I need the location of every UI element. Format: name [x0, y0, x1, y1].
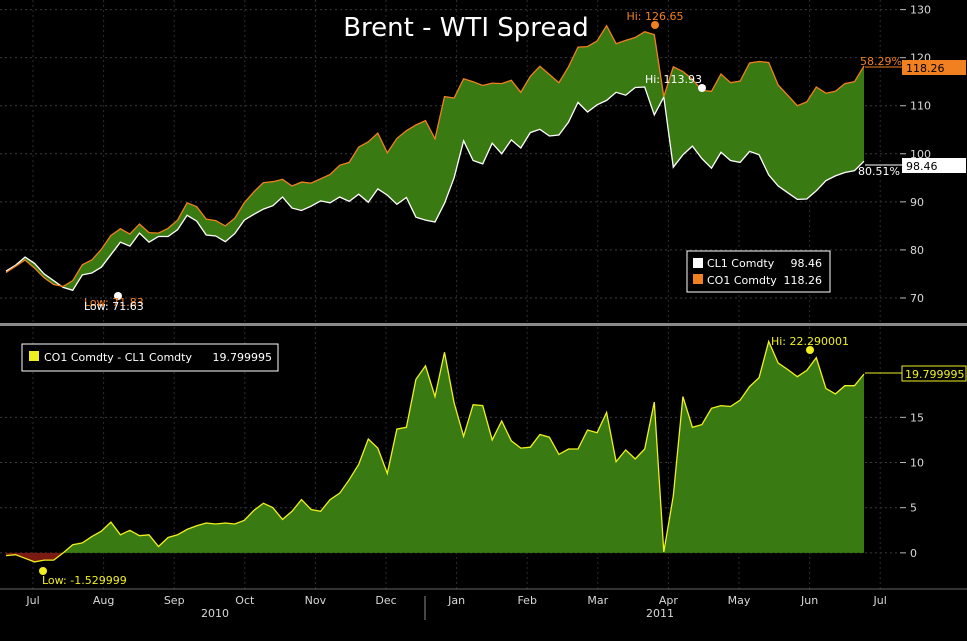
bottom-y-axis: 0 5 10 15	[900, 411, 924, 560]
cl1-last-value-tag: 98.46	[865, 158, 966, 173]
co1-last-value-box	[902, 60, 966, 75]
x-tick-label: May	[728, 594, 751, 607]
co1-high-marker	[651, 21, 659, 29]
bottom-plot	[5, 339, 865, 563]
x-tick-label: Apr	[659, 594, 679, 607]
bottom-y-tick-label: 15	[910, 411, 924, 424]
top-y-tick-label: 70	[910, 292, 924, 305]
legend-value-co1: 118.26	[784, 274, 823, 287]
x-tick-label: Feb	[517, 594, 536, 607]
cl1-high-label: Hi: 113.93	[645, 73, 702, 86]
spread-area-positive	[6, 341, 864, 553]
x-tick-label: Dec	[375, 594, 396, 607]
legend-label-spread: CO1 Comdty - CL1 Comdty	[44, 351, 192, 364]
spread-last-value-text: 19.799995	[905, 368, 965, 381]
spread-low-marker	[39, 567, 47, 575]
cl1-last-value-text: 98.46	[906, 160, 938, 173]
top-legend: CL1 Comdty 98.46 CO1 Comdty 118.26	[686, 250, 831, 293]
x-axis: Jul Aug Sep Oct Nov Dec Jan Feb Mar Apr May Jun Jul 2…	[0, 588, 967, 620]
spread-low-label: Low: -1.529999	[42, 574, 127, 587]
series-line-co1	[5, 24, 865, 288]
x-tick-label: Oct	[235, 594, 255, 607]
spread-high-label: Hi: 22.290001	[771, 335, 849, 348]
chart-title: Brent - WTI Spread	[343, 13, 589, 43]
legend-swatch-cl1	[693, 258, 703, 268]
brent-wti-band	[6, 25, 864, 291]
series-line-cl1	[5, 86, 865, 292]
x-tick-label: Jan	[447, 594, 465, 607]
top-legend-box	[686, 250, 831, 293]
bottom-legend-box	[21, 343, 279, 372]
top-y-tick-label: 90	[910, 196, 924, 209]
top-plot	[5, 24, 865, 292]
co1-low-label: Low: 71.83	[84, 296, 144, 309]
spread-last-value-box	[901, 365, 967, 382]
cl1-low-marker	[114, 292, 122, 300]
series-line-spread	[5, 339, 865, 563]
co1-high-label: Hi: 126.65	[626, 10, 683, 23]
bottom-y-tick-label: 10	[910, 457, 924, 470]
top-y-tick-label: 100	[910, 148, 931, 161]
spread-high-marker	[806, 346, 814, 354]
co1-last-value-tag: 118.26	[865, 60, 966, 75]
top-y-tick-label: 110	[910, 100, 931, 113]
spread-last-value-tag: 19.799995	[865, 365, 967, 382]
cl1-high-marker	[698, 84, 706, 92]
x-tick-label: Aug	[93, 594, 114, 607]
legend-value-cl1: 98.46	[791, 257, 823, 270]
x-tick-label: Jul	[25, 594, 39, 607]
x-tick-label: Nov	[305, 594, 327, 607]
legend-label-cl1: CL1 Comdty	[707, 257, 775, 270]
legend-value-spread: 19.799995	[213, 351, 273, 364]
x-year-label: 2011	[646, 607, 674, 620]
top-y-tick-label: 80	[910, 244, 924, 257]
cl1-low-label: Low: 71.63	[84, 300, 144, 313]
legend-label-co1: CO1 Comdty	[707, 274, 777, 287]
bottom-y-tick-label: 0	[910, 547, 917, 560]
bottom-y-tick-label: 5	[910, 502, 917, 515]
cl1-pct-label: 80.51%	[858, 165, 900, 178]
top-y-tick-label: 130	[910, 4, 931, 17]
legend-swatch-co1	[693, 274, 703, 284]
x-tick-label: Jul	[873, 594, 887, 607]
cl1-last-value-box	[902, 158, 966, 173]
co1-pct-label: 58.29%	[860, 55, 902, 68]
x-tick-label: Jun	[800, 594, 818, 607]
x-year-label: 2010	[201, 607, 229, 620]
bottom-legend: CO1 Comdty - CL1 Comdty 19.799995	[21, 343, 279, 372]
x-tick-label: Mar	[587, 594, 608, 607]
legend-swatch-spread	[29, 351, 39, 361]
x-tick-label: Sep	[164, 594, 185, 607]
co1-last-value-text: 118.26	[906, 62, 945, 75]
